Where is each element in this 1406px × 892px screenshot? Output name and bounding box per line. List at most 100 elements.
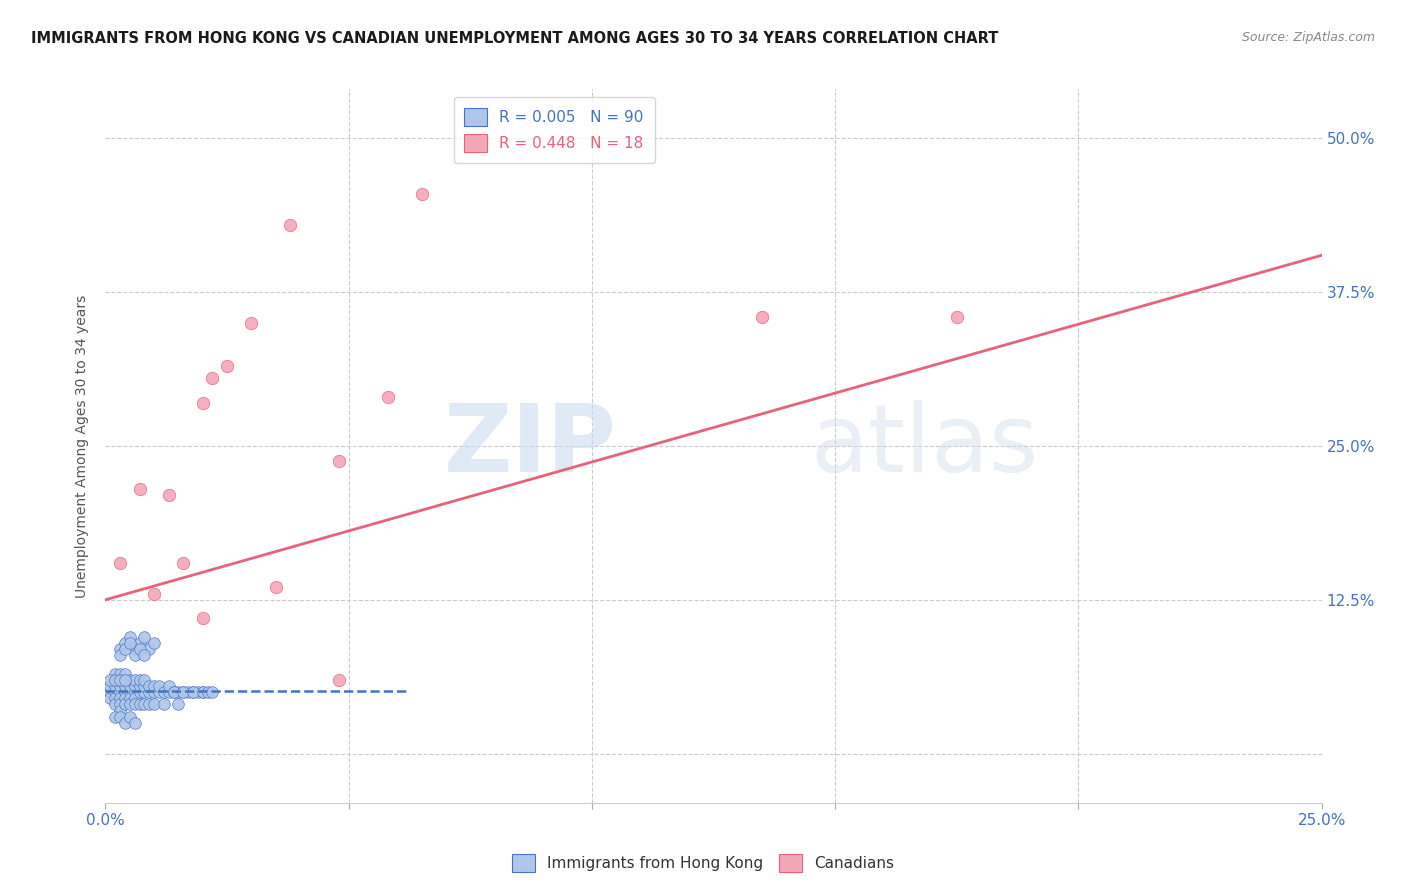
Point bbox=[104, 673, 127, 687]
Point bbox=[128, 673, 150, 687]
Point bbox=[108, 556, 131, 570]
Point bbox=[108, 709, 131, 723]
Point bbox=[128, 482, 150, 496]
Point bbox=[118, 691, 141, 706]
Point bbox=[134, 673, 156, 687]
Point bbox=[108, 648, 131, 662]
Point bbox=[751, 310, 773, 324]
Point bbox=[124, 673, 146, 687]
Point bbox=[153, 698, 176, 712]
Point bbox=[114, 698, 136, 712]
Point bbox=[128, 698, 150, 712]
Point bbox=[148, 679, 170, 693]
Point bbox=[157, 488, 180, 502]
Point bbox=[201, 371, 224, 385]
Text: Source: ZipAtlas.com: Source: ZipAtlas.com bbox=[1241, 31, 1375, 45]
Point bbox=[114, 666, 136, 681]
Point bbox=[108, 691, 131, 706]
Point bbox=[128, 685, 150, 699]
Point bbox=[128, 636, 150, 650]
Point bbox=[167, 698, 190, 712]
Point bbox=[264, 581, 287, 595]
Point bbox=[118, 630, 141, 644]
Point bbox=[191, 396, 214, 410]
Point bbox=[197, 685, 219, 699]
Point bbox=[134, 685, 156, 699]
Point bbox=[128, 642, 150, 657]
Point bbox=[134, 648, 156, 662]
Legend: R = 0.005   N = 90, R = 0.448   N = 18: R = 0.005 N = 90, R = 0.448 N = 18 bbox=[454, 97, 655, 163]
Point bbox=[98, 685, 121, 699]
Point bbox=[157, 679, 180, 693]
Point bbox=[124, 698, 146, 712]
Point bbox=[278, 218, 301, 232]
Point bbox=[118, 685, 141, 699]
Point bbox=[162, 685, 184, 699]
Point bbox=[114, 673, 136, 687]
Legend: Immigrants from Hong Kong, Canadians: Immigrants from Hong Kong, Canadians bbox=[505, 846, 901, 880]
Point bbox=[124, 642, 146, 657]
Point bbox=[108, 698, 131, 712]
Point bbox=[181, 685, 204, 699]
Point bbox=[191, 685, 214, 699]
Point bbox=[148, 685, 170, 699]
Point bbox=[134, 630, 156, 644]
Point bbox=[98, 673, 121, 687]
Text: IMMIGRANTS FROM HONG KONG VS CANADIAN UNEMPLOYMENT AMONG AGES 30 TO 34 YEARS COR: IMMIGRANTS FROM HONG KONG VS CANADIAN UN… bbox=[31, 31, 998, 46]
Point bbox=[172, 685, 194, 699]
Point bbox=[124, 691, 146, 706]
Point bbox=[114, 685, 136, 699]
Point bbox=[108, 685, 131, 699]
Point bbox=[98, 691, 121, 706]
Point bbox=[377, 390, 399, 404]
Point bbox=[124, 679, 146, 693]
Point bbox=[118, 636, 141, 650]
Point bbox=[114, 673, 136, 687]
Point bbox=[114, 642, 136, 657]
Point bbox=[118, 698, 141, 712]
Point bbox=[104, 666, 127, 681]
Point bbox=[138, 642, 160, 657]
Point bbox=[143, 685, 166, 699]
Point bbox=[187, 685, 209, 699]
Point bbox=[104, 673, 127, 687]
Point bbox=[104, 691, 127, 706]
Point bbox=[124, 648, 146, 662]
Point bbox=[108, 679, 131, 693]
Point bbox=[104, 685, 127, 699]
Point bbox=[240, 316, 263, 330]
Point bbox=[118, 673, 141, 687]
Point bbox=[143, 679, 166, 693]
Point bbox=[134, 679, 156, 693]
Point bbox=[328, 454, 350, 468]
Point bbox=[138, 698, 160, 712]
Point bbox=[104, 709, 127, 723]
Point bbox=[177, 685, 200, 699]
Point bbox=[143, 698, 166, 712]
Point bbox=[118, 679, 141, 693]
Point bbox=[143, 587, 166, 601]
Point bbox=[167, 685, 190, 699]
Point bbox=[124, 685, 146, 699]
Point bbox=[104, 679, 127, 693]
Point bbox=[108, 642, 131, 657]
Y-axis label: Unemployment Among Ages 30 to 34 years: Unemployment Among Ages 30 to 34 years bbox=[76, 294, 90, 598]
Point bbox=[138, 679, 160, 693]
Point bbox=[114, 715, 136, 730]
Text: atlas: atlas bbox=[811, 400, 1039, 492]
Point bbox=[153, 685, 176, 699]
Point bbox=[114, 691, 136, 706]
Point bbox=[217, 359, 239, 373]
Point bbox=[201, 685, 224, 699]
Point bbox=[124, 715, 146, 730]
Point bbox=[114, 636, 136, 650]
Point bbox=[108, 704, 131, 718]
Point bbox=[191, 685, 214, 699]
Point bbox=[114, 679, 136, 693]
Point bbox=[104, 698, 127, 712]
Point bbox=[157, 685, 180, 699]
Point bbox=[118, 709, 141, 723]
Point bbox=[191, 611, 214, 625]
Point bbox=[181, 685, 204, 699]
Point bbox=[134, 698, 156, 712]
